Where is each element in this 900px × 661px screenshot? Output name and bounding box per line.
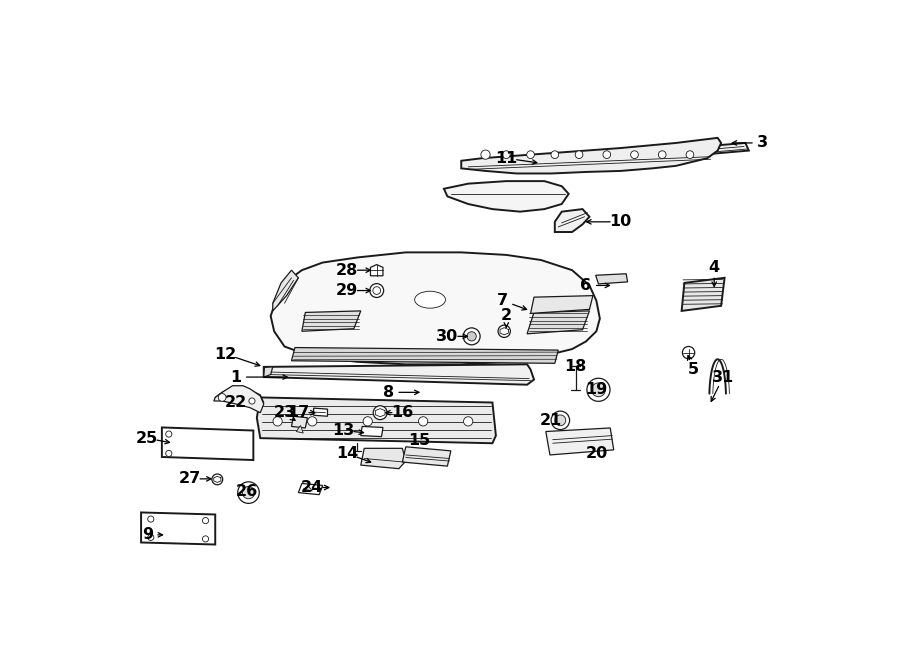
Circle shape: [373, 287, 381, 294]
Text: 22: 22: [225, 395, 248, 410]
Polygon shape: [461, 138, 721, 173]
Polygon shape: [299, 483, 322, 494]
Circle shape: [363, 416, 373, 426]
Text: 7: 7: [498, 293, 508, 308]
Polygon shape: [296, 426, 303, 433]
Text: 21: 21: [540, 413, 562, 428]
Text: 11: 11: [495, 151, 518, 166]
Text: 23: 23: [274, 405, 296, 420]
Polygon shape: [361, 448, 406, 469]
Polygon shape: [162, 428, 254, 460]
Polygon shape: [554, 209, 590, 232]
Polygon shape: [271, 253, 599, 364]
Polygon shape: [273, 270, 299, 311]
Text: 17: 17: [287, 405, 310, 420]
Text: 26: 26: [235, 484, 257, 499]
Circle shape: [659, 151, 666, 159]
Text: 1: 1: [230, 369, 241, 385]
Polygon shape: [530, 295, 593, 313]
Circle shape: [273, 416, 283, 426]
Text: 15: 15: [409, 433, 431, 448]
Circle shape: [682, 346, 695, 359]
Text: 6: 6: [580, 278, 591, 293]
Circle shape: [575, 151, 583, 159]
Circle shape: [464, 416, 472, 426]
Polygon shape: [402, 447, 451, 466]
Text: 19: 19: [585, 382, 608, 397]
Text: 4: 4: [708, 260, 720, 275]
Text: 29: 29: [336, 283, 358, 298]
Circle shape: [148, 534, 154, 541]
Circle shape: [374, 406, 387, 420]
Text: 9: 9: [142, 527, 153, 542]
Circle shape: [418, 416, 427, 426]
Circle shape: [467, 332, 476, 341]
Circle shape: [148, 516, 154, 522]
Text: 30: 30: [436, 329, 458, 344]
Circle shape: [166, 431, 172, 437]
Polygon shape: [264, 364, 534, 385]
Polygon shape: [313, 408, 328, 416]
Text: 12: 12: [214, 346, 237, 362]
Circle shape: [238, 482, 259, 504]
Circle shape: [242, 486, 255, 499]
Text: 27: 27: [178, 471, 201, 486]
Text: 18: 18: [564, 360, 587, 374]
Circle shape: [370, 284, 383, 297]
Circle shape: [591, 383, 606, 397]
Circle shape: [551, 151, 559, 159]
Circle shape: [686, 151, 694, 159]
Text: 25: 25: [136, 431, 158, 446]
Polygon shape: [371, 264, 382, 276]
Polygon shape: [361, 426, 382, 437]
Polygon shape: [624, 143, 749, 161]
Polygon shape: [303, 486, 312, 491]
Text: 28: 28: [336, 262, 358, 278]
Text: 5: 5: [688, 362, 699, 377]
Polygon shape: [545, 428, 614, 455]
Circle shape: [212, 474, 222, 485]
Polygon shape: [264, 367, 273, 377]
Polygon shape: [256, 397, 496, 444]
Circle shape: [631, 151, 638, 159]
Circle shape: [464, 328, 480, 345]
Circle shape: [587, 378, 610, 401]
Polygon shape: [214, 386, 264, 412]
Circle shape: [219, 393, 226, 401]
Polygon shape: [596, 274, 627, 284]
Text: 24: 24: [302, 480, 323, 495]
Circle shape: [166, 450, 172, 457]
Circle shape: [526, 151, 535, 159]
Text: 13: 13: [332, 423, 355, 438]
Text: 20: 20: [585, 446, 608, 461]
Polygon shape: [527, 311, 590, 334]
Polygon shape: [444, 181, 569, 212]
Circle shape: [249, 398, 255, 404]
Circle shape: [202, 518, 209, 524]
Circle shape: [502, 151, 510, 159]
Text: 31: 31: [712, 369, 734, 385]
Text: 16: 16: [392, 405, 413, 420]
Text: 10: 10: [609, 214, 632, 229]
Polygon shape: [292, 348, 558, 364]
Polygon shape: [681, 278, 724, 311]
Circle shape: [551, 411, 570, 430]
Text: 14: 14: [336, 446, 358, 461]
Circle shape: [202, 536, 209, 542]
Circle shape: [603, 151, 610, 159]
Polygon shape: [292, 416, 308, 428]
Circle shape: [481, 150, 491, 159]
Text: 8: 8: [382, 385, 394, 400]
Circle shape: [498, 325, 510, 337]
Ellipse shape: [415, 292, 446, 308]
Polygon shape: [141, 512, 215, 545]
Circle shape: [308, 416, 317, 426]
Circle shape: [555, 415, 566, 426]
Polygon shape: [302, 311, 361, 331]
Text: 2: 2: [500, 309, 512, 323]
Text: 3: 3: [757, 136, 769, 151]
